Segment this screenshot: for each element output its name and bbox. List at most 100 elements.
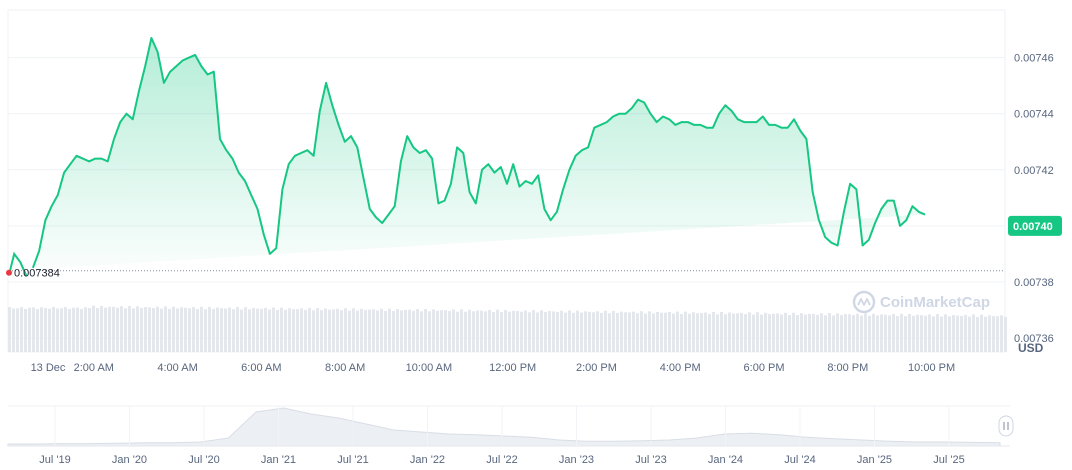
- volume-bar: [696, 313, 699, 352]
- price-line-start-segment: [9, 251, 28, 277]
- volume-bar: [564, 312, 567, 352]
- volume-bar: [92, 305, 95, 352]
- volume-bar: [928, 314, 931, 352]
- volume-bar: [784, 312, 787, 352]
- volume-bar: [236, 307, 239, 352]
- volume-bar: [340, 310, 343, 352]
- volume-bar: [124, 308, 127, 352]
- volume-bar: [212, 308, 215, 352]
- volume-bar: [520, 311, 523, 352]
- volume-bar: [684, 311, 687, 352]
- x-tick-label: 6:00 PM: [744, 362, 785, 374]
- volume-bar: [652, 313, 655, 352]
- volume-bar: [452, 309, 455, 352]
- volume-bar: [132, 308, 135, 352]
- volume-bar: [304, 309, 307, 352]
- volume-bar: [724, 314, 727, 352]
- watermark-text: CoinMarketCap: [880, 294, 990, 311]
- volume-bar: [100, 305, 103, 352]
- volume-bar: [52, 307, 55, 352]
- volume-bar: [328, 309, 331, 352]
- volume-bar: [412, 310, 415, 352]
- volume-bar: [224, 308, 227, 352]
- volume-bar: [704, 312, 707, 352]
- volume-bar: [316, 307, 319, 352]
- volume-bar: [64, 307, 67, 352]
- volume-bar: [476, 310, 479, 352]
- navigator-tick-label: Jul '25: [933, 454, 964, 466]
- volume-bar: [232, 309, 235, 352]
- volume-bar: [40, 307, 43, 352]
- volume-bar: [676, 311, 679, 352]
- navigator[interactable]: Jul '19 Jan '20 Jul '20 Jan '21 Jul '21 Jan '…: [7, 405, 1014, 466]
- volume-bar: [436, 310, 439, 352]
- volume-bar: [852, 315, 855, 352]
- volume-bar: [296, 309, 299, 352]
- volume-bar: [608, 313, 611, 352]
- volume-bar: [388, 308, 391, 352]
- volume-bar: [604, 310, 607, 352]
- volume-bar: [612, 310, 615, 352]
- volume-bar: [984, 316, 987, 352]
- currency-label: USD: [1018, 341, 1044, 355]
- volume-bar: [648, 311, 651, 352]
- volume-bar: [804, 314, 807, 352]
- volume-bar: [244, 307, 247, 352]
- volume-bar: [552, 311, 555, 352]
- volume-bar: [832, 315, 835, 352]
- volume-bar: [348, 310, 351, 352]
- volume-bar: [960, 315, 963, 352]
- volume-bar: [836, 313, 839, 352]
- volume-bar: [888, 315, 891, 352]
- volume-bar: [96, 308, 99, 352]
- volume-bar: [580, 312, 583, 352]
- volume-bar: [484, 311, 487, 352]
- volume-bar: [996, 316, 999, 352]
- volume-bar: [496, 309, 499, 352]
- volume-bar: [964, 314, 967, 352]
- volume-bar: [744, 314, 747, 352]
- volume-bar: [924, 315, 927, 352]
- volume-bar: [860, 315, 863, 352]
- volume-bar: [248, 309, 251, 352]
- volume-bar: [760, 314, 763, 352]
- current-price-badge: [1008, 215, 1062, 236]
- volume-bar: [916, 314, 919, 352]
- volume-bar: [320, 310, 323, 352]
- volume-bar: [424, 308, 427, 352]
- price-area: [10, 38, 925, 271]
- volume-bar: [972, 314, 975, 352]
- navigator-tick-label: Jul '21: [337, 454, 368, 466]
- volume-bar: [188, 308, 191, 352]
- volume-bar: [468, 309, 471, 352]
- navigator-tick-label: Jul '22: [486, 454, 517, 466]
- volume-bar: [656, 311, 659, 352]
- volume-bar: [60, 308, 63, 352]
- volume-bar: [584, 311, 587, 352]
- y-tick-label: 0.00742: [1014, 165, 1054, 177]
- volume-bar: [824, 315, 827, 352]
- volume-bar: [868, 315, 871, 352]
- volume-bar: [524, 310, 527, 352]
- volume-bar: [872, 313, 875, 352]
- navigator-handle[interactable]: [998, 415, 1014, 437]
- volume-bar: [272, 307, 275, 352]
- navigator-tick-label: Jul '24: [784, 454, 815, 466]
- volume-bar: [892, 314, 895, 352]
- volume-bar: [780, 314, 783, 352]
- volume-bar: [216, 307, 219, 352]
- volume-bar: [848, 314, 851, 352]
- volume-bar: [988, 315, 991, 352]
- volume-bar: [196, 308, 199, 352]
- volume-bar: [284, 309, 287, 352]
- volume-bar: [88, 307, 91, 352]
- volume-bar: [528, 312, 531, 352]
- volume-bar: [292, 309, 295, 352]
- volume-bar: [740, 312, 743, 352]
- navigator-tick-label: Jan '22: [410, 454, 445, 466]
- volume-bar: [672, 313, 675, 352]
- volume-bar: [588, 311, 591, 352]
- x-tick-label: 10:00 PM: [908, 362, 955, 374]
- volume-bar: [940, 316, 943, 352]
